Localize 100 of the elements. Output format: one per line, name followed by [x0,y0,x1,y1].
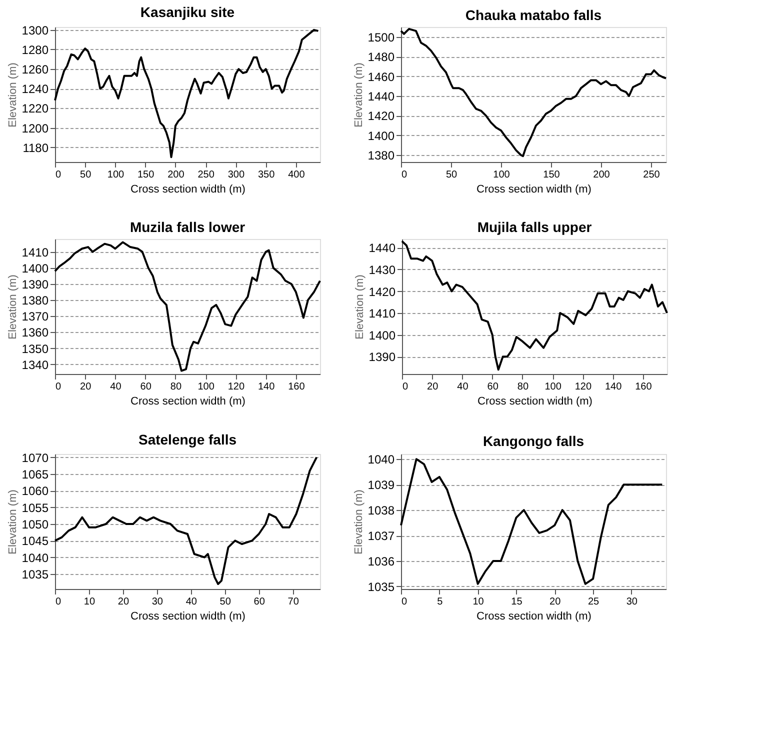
line-series [401,240,668,371]
x-tick-label: 160 [288,382,306,392]
y-tick-label: 1260 [22,62,49,77]
y-tick-label: 1280 [22,43,49,57]
y-tick-label: 1040 [22,550,49,565]
line-series [54,28,320,158]
x-tick-label: 20 [80,382,92,392]
x-tick-label: 10 [84,596,96,608]
line-series [54,241,321,372]
x-tick-label: 100 [544,382,562,392]
y-tick-label: 1390 [368,350,396,364]
y-tick-label: 1036 [368,554,395,568]
y-tick-label: 1045 [22,534,49,548]
x-axis-title: Cross section width (m) [476,184,592,196]
x-tick-label: 40 [110,382,122,392]
chart-title: Kasanjiku site [140,4,235,20]
y-tick-label: 1380 [368,148,395,163]
x-axis-title: Cross section width (m) [478,396,592,408]
x-tick-label: 0 [56,170,62,180]
x-tick-label: 120 [574,382,592,392]
x-tick-label: 5 [437,596,444,608]
x-tick-label: 40 [457,382,469,392]
y-axis-title: Elevation (m) [6,274,19,340]
x-tick-label: 250 [198,170,215,180]
x-tick-label: 80 [170,382,182,392]
y-tick-label: 1340 [22,358,49,372]
y-tick-label: 1038 [368,504,395,518]
y-tick-label: 1400 [368,128,395,143]
x-tick-label: 30 [626,596,638,608]
line-series [54,456,318,585]
y-tick-label: 1420 [368,284,396,299]
x-tick-label: 300 [228,170,245,180]
y-tick-label: 1050 [22,518,49,532]
chart-title: Mujila falls upper [477,219,592,235]
y-tick-label: 1240 [22,82,49,96]
x-tick-label: 0 [402,382,408,392]
y-tick-label: 1370 [22,310,49,324]
x-tick-label: 20 [550,596,562,608]
y-tick-label: 1480 [368,50,395,64]
y-axis-title: Elevation (m) [6,490,19,554]
y-tick-label: 1390 [22,278,49,292]
y-tick-label: 1055 [22,500,49,515]
chart-title: Kangongo falls [482,433,584,450]
y-tick-label: 1065 [22,468,49,482]
y-tick-label: 1400 [22,261,49,276]
x-tick-label: 60 [487,382,499,392]
x-axis-title: Cross section width (m) [476,610,592,622]
y-tick-label: 1039 [368,478,395,492]
y-axis-title: Elevation (m) [352,490,365,554]
line-series [400,28,667,158]
y-tick-label: 1035 [368,580,395,594]
x-tick-label: 100 [493,170,510,180]
x-tick-label: 250 [643,170,660,180]
y-tick-label: 1460 [368,70,395,84]
x-axis-title: Cross section width (m) [130,184,246,196]
y-tick-label: 1040 [368,452,395,467]
x-tick-label: 60 [254,596,266,608]
y-axis-title: Elevation (m) [354,274,366,340]
y-axis-title: Elevation (m) [352,62,365,128]
x-tick-label: 10 [472,596,484,608]
y-tick-label: 1300 [22,23,49,38]
x-tick-label: 200 [593,170,610,180]
chart-title: Satelenge falls [138,431,237,448]
y-tick-label: 1380 [22,294,49,308]
x-axis-title: Cross section width (m) [130,610,246,622]
y-tick-label: 1200 [22,121,49,136]
x-tick-label: 0 [402,170,408,180]
x-tick-label: 160 [635,382,652,392]
x-tick-label: 350 [258,170,276,180]
y-tick-label: 1350 [22,342,49,356]
x-tick-label: 20 [427,382,439,392]
x-tick-label: 0 [56,382,62,392]
x-tick-label: 120 [228,382,245,392]
x-tick-label: 70 [288,596,300,608]
x-tick-label: 140 [258,382,276,392]
x-tick-label: 150 [543,170,560,180]
y-tick-label: 1420 [368,109,395,124]
chart-title: Chauka matabo falls [465,7,602,23]
chart-title: Muzila falls lower [130,219,246,235]
x-tick-label: 50 [220,596,232,608]
y-tick-label: 1410 [368,306,396,321]
y-tick-label: 1360 [22,326,49,340]
y-tick-label: 1410 [22,245,49,260]
x-tick-label: 100 [107,170,125,180]
x-tick-label: 30 [152,596,164,608]
y-tick-label: 1440 [368,241,396,256]
x-tick-label: 50 [80,170,92,180]
x-tick-label: 80 [517,382,529,392]
x-tick-label: 40 [186,596,198,608]
y-tick-label: 1035 [22,568,49,582]
x-tick-label: 25 [588,596,600,608]
y-tick-label: 1440 [368,89,395,104]
y-tick-label: 1060 [22,484,49,498]
y-tick-label: 1070 [22,450,49,465]
x-tick-label: 0 [402,596,408,608]
x-tick-label: 200 [168,170,185,180]
y-tick-label: 1180 [22,140,49,155]
y-tick-label: 1037 [368,529,395,544]
y-tick-label: 1430 [368,262,396,277]
y-tick-label: 1500 [368,30,395,44]
